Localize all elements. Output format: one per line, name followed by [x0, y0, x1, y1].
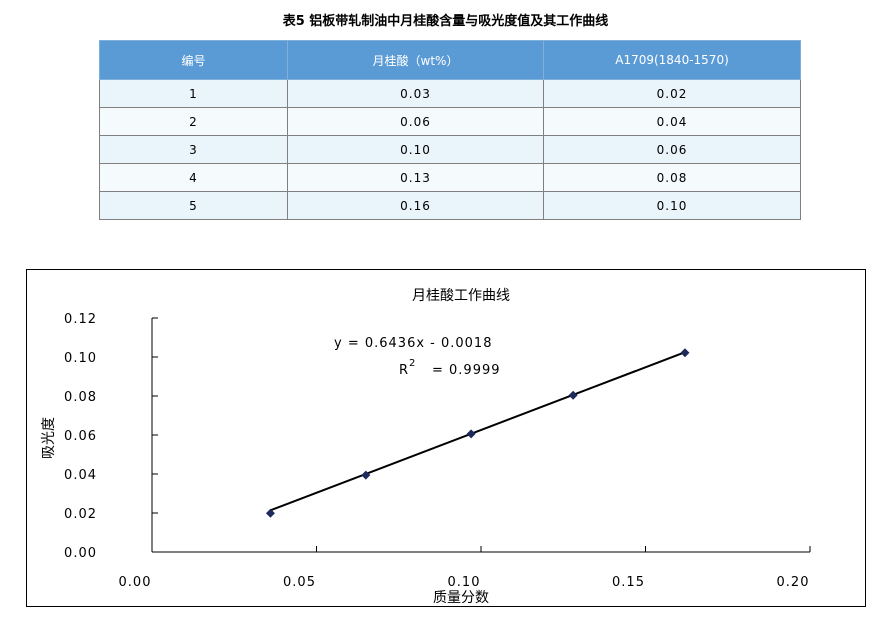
- data-point: [568, 390, 578, 400]
- table-row: 2 0.06 0.04: [99, 107, 801, 136]
- table-row: 1 0.03 0.02: [99, 79, 801, 108]
- chart-title: 月桂酸工作曲线: [412, 288, 510, 304]
- y-tick-label: 0.04: [64, 468, 97, 483]
- y-tick-label: 0.12: [64, 312, 97, 327]
- table-cell: 0.03: [287, 79, 544, 108]
- y-tick-label: 0.08: [64, 390, 97, 405]
- table-cell: 4: [99, 163, 288, 192]
- table-cell: 0.16: [287, 191, 544, 220]
- calibration-chart: 月桂酸工作曲线 0.00 0.02 0.04 0.06 0.08 0.10 0.12 0.00 0…: [41, 288, 811, 606]
- table-row: 4 0.13 0.08: [99, 163, 801, 192]
- x-tick-label: 0.20: [777, 575, 810, 590]
- y-tick-label: 0.10: [64, 351, 97, 366]
- r-squared-value: = 0.9999: [432, 363, 501, 378]
- x-tick-label: 0.05: [283, 575, 316, 590]
- table-header-row: 编号 月桂酸（wt%） A1709(1840-1570): [99, 40, 801, 80]
- data-table: 编号 月桂酸（wt%） A1709(1840-1570) 1 0.03 0.02…: [99, 40, 801, 220]
- r-squared-label: R: [399, 363, 408, 378]
- trendline-equation: y = 0.6436x - 0.0018: [334, 336, 492, 351]
- y-tick-label: 0.00: [64, 546, 97, 561]
- column-header-absorbance: A1709(1840-1570): [543, 40, 801, 80]
- table-cell: 0.02: [543, 79, 801, 108]
- x-tick-label: 0.10: [448, 575, 481, 590]
- data-point: [361, 470, 371, 480]
- data-point: [265, 508, 275, 518]
- data-point: [680, 348, 690, 358]
- table-cell: 5: [99, 191, 288, 220]
- table-cell: 0.08: [543, 163, 801, 192]
- column-header-number: 编号: [99, 40, 288, 80]
- table-row: 3 0.10 0.06: [99, 135, 801, 164]
- table-cell: 0.13: [287, 163, 544, 192]
- y-axis-label: 吸光度: [41, 417, 57, 459]
- table-cell: 0.10: [287, 135, 544, 164]
- table-cell: 3: [99, 135, 288, 164]
- table-cell: 0.04: [543, 107, 801, 136]
- y-tick-label: 0.06: [64, 429, 97, 444]
- table-row: 5 0.16 0.10: [99, 191, 801, 220]
- table-cell: 0.06: [287, 107, 544, 136]
- trendline: [270, 351, 686, 512]
- table-cell: 0.10: [543, 191, 801, 220]
- column-header-lauric-acid: 月桂酸（wt%）: [287, 40, 544, 80]
- table-cell: 2: [99, 107, 288, 136]
- table-cell: 0.06: [543, 135, 801, 164]
- x-tick-label: 0.00: [119, 575, 152, 590]
- x-tick-label: 0.15: [612, 575, 645, 590]
- x-axis-label: 质量分数: [433, 590, 489, 606]
- table-title: 表5 铝板带轧制油中月桂酸含量与吸光度值及其工作曲线: [282, 14, 609, 29]
- y-tick-label: 0.02: [64, 507, 97, 522]
- chart-frame: 月桂酸工作曲线 0.00 0.02 0.04 0.06 0.08 0.10 0.12 0.00 0…: [26, 269, 866, 607]
- table-cell: 1: [99, 79, 288, 108]
- data-point: [466, 429, 476, 439]
- r-squared-superscript: 2: [409, 358, 415, 369]
